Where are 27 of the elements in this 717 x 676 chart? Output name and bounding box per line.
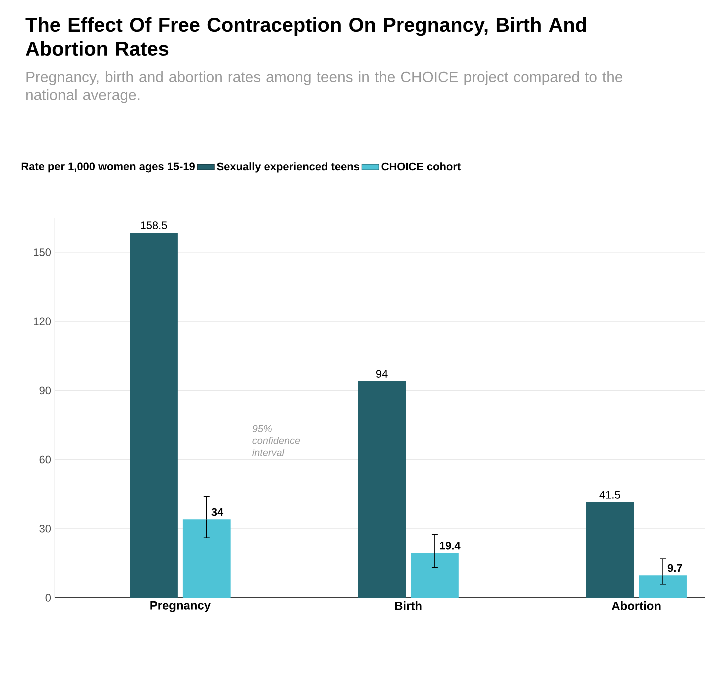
y-tick-label: 150 xyxy=(34,248,52,256)
legend-label: Sexually experienced teens xyxy=(217,162,360,173)
data-label: 41.5 xyxy=(600,491,620,499)
y-tick-label: 30 xyxy=(40,525,52,533)
bar xyxy=(586,502,634,598)
x-tick-label: Birth xyxy=(395,602,422,610)
chart-subtitle: Pregnancy, birth and abortion rates among teens in the CHOICE project compared to the national average. xyxy=(26,72,623,104)
y-tick-label: 60 xyxy=(40,456,52,464)
y-tick-label: 120 xyxy=(34,318,52,326)
legend-label: CHOICE cohort xyxy=(382,162,461,171)
bar xyxy=(182,520,231,598)
chart-title: The Effect Of Free Contraception On Pregnancy, Birth And Abortion Rates xyxy=(26,18,586,56)
bar xyxy=(639,576,687,598)
x-tick-label: Pregnancy xyxy=(150,602,211,612)
x-tick-label: Abortion xyxy=(612,602,661,610)
y-tick-label: 0 xyxy=(46,594,52,602)
data-label: 158.5 xyxy=(141,222,168,230)
legend-title: Rate per 1,000 women ages 15-19 xyxy=(22,162,195,173)
bar xyxy=(130,232,178,598)
data-label: 19.4 xyxy=(440,542,461,550)
y-tick-label: 90 xyxy=(40,386,52,395)
data-label: 9.7 xyxy=(668,564,682,572)
data-label: 94 xyxy=(376,370,388,378)
annotation: 95% confidence interval xyxy=(252,425,300,456)
bar xyxy=(411,553,459,598)
data-label: 34 xyxy=(212,508,224,516)
bar xyxy=(358,381,406,598)
